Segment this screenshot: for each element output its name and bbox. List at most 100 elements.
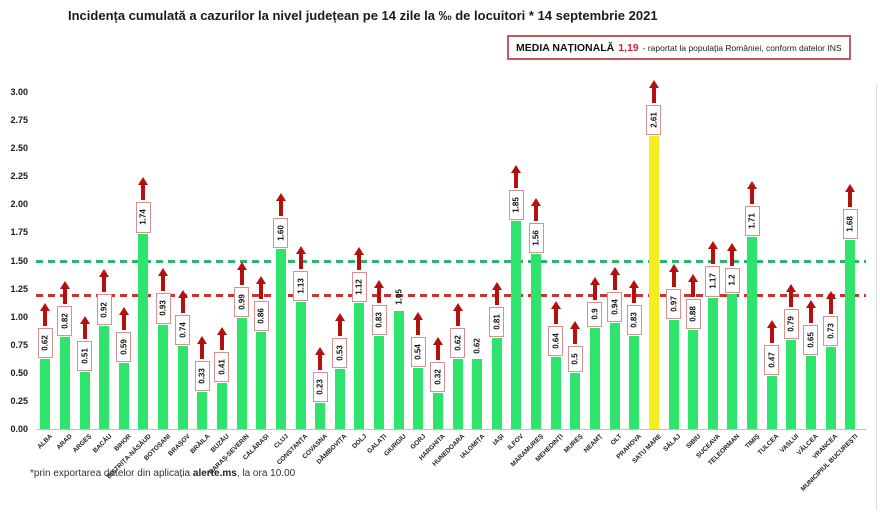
bar-value-box: 0.32 [430, 361, 446, 393]
bar-value-text: 1.68 [845, 216, 855, 232]
footnote-app-name: alerte.ms [192, 468, 237, 479]
up-arrow-icon [236, 261, 247, 285]
footnote-suffix: , la ora 10.00 [236, 468, 296, 479]
bar-value-box: 1.12 [351, 271, 367, 303]
up-arrow-icon [707, 241, 718, 265]
up-arrow-icon [688, 273, 699, 297]
bar-value-box: 0.5 [567, 346, 583, 372]
bar-value-text: 0.92 [99, 301, 109, 318]
bar [158, 324, 169, 429]
national-average-line [36, 294, 866, 298]
bar-value-text: 0.62 [40, 335, 50, 352]
bar-value-text: 0.82 [60, 312, 70, 329]
footnote: *prin exportarea datelor din aplicația a… [30, 468, 295, 479]
up-arrow-icon [550, 300, 561, 324]
bar [393, 311, 404, 429]
bar [413, 368, 424, 429]
bar-value-box: 2.61 [646, 104, 662, 135]
chart-title: Incidența cumulată a cazurilor la nivel … [68, 8, 658, 23]
bar-value-text: 0.51 [80, 347, 90, 364]
chart-right-border [876, 85, 877, 510]
bar-value-text: 0.9 [590, 308, 600, 320]
up-arrow-icon [786, 284, 797, 308]
x-axis-label: CLUJ [272, 433, 290, 450]
bar-value-text: 0.86 [256, 308, 266, 325]
bar [295, 302, 306, 429]
up-arrow-icon [531, 197, 542, 221]
bar-value-text: 1.2 [727, 274, 737, 287]
bar-value-text: 0.99 [237, 293, 247, 310]
national-average-legend: MEDIA NAȚIONALĂ 1,19 - raportat la popul… [507, 35, 851, 60]
y-axis-tick: 0.25 [10, 395, 28, 406]
bar-value-box: 0.94 [607, 292, 623, 323]
up-arrow-icon [315, 346, 326, 370]
bar [256, 332, 267, 429]
bar [216, 382, 227, 429]
y-axis-tick: 2.50 [10, 143, 28, 154]
bar-value-text: 0.41 [217, 359, 227, 375]
up-arrow-icon [648, 79, 659, 103]
bar [786, 340, 797, 429]
bar-value-text: 2.61 [649, 111, 659, 128]
up-arrow-icon [805, 299, 816, 323]
up-arrow-icon [275, 193, 286, 217]
legend-value: 1,19 [618, 41, 639, 54]
bar-value-text: 1.12 [354, 279, 364, 295]
bar [334, 369, 345, 429]
x-axis-label: MUREȘ [562, 433, 585, 455]
y-axis-tick: 1.75 [10, 227, 28, 238]
bar-value-box: 0.81 [489, 306, 505, 337]
bar [275, 249, 286, 429]
up-arrow-icon [197, 335, 208, 359]
bar-value-text: 0.81 [492, 314, 502, 330]
bar [727, 294, 738, 429]
bar-value-text: 0.23 [315, 379, 325, 395]
up-arrow-icon [374, 279, 385, 303]
up-arrow-icon [766, 320, 777, 343]
bar-value-label: 0.62 [471, 336, 483, 355]
up-arrow-icon [59, 280, 70, 304]
up-arrow-icon [511, 164, 522, 188]
bar [825, 346, 836, 429]
up-arrow-icon [589, 276, 600, 300]
bar [609, 323, 620, 429]
bar [432, 393, 443, 429]
bar-value-box: 0.23 [312, 371, 328, 403]
y-axis-tick: 2.25 [10, 171, 28, 182]
up-arrow-icon [99, 269, 110, 293]
bar-value-box: 0.9 [587, 301, 603, 327]
bar [177, 345, 188, 429]
bar [354, 303, 365, 429]
bar-value-box: 0.92 [96, 294, 112, 325]
bar [805, 355, 816, 429]
bar-value-text: 1.71 [747, 213, 757, 229]
bar-value-box: 0.74 [175, 314, 191, 345]
up-arrow-icon [138, 177, 149, 201]
bar-value-box: 0.47 [764, 345, 780, 376]
up-arrow-icon [825, 290, 836, 314]
up-arrow-icon [452, 303, 463, 327]
bar-value-text: 0.32 [433, 369, 443, 385]
up-arrow-icon [79, 315, 90, 339]
bar-value-text: 0.79 [786, 316, 796, 332]
bar-value-text: 0.47 [767, 352, 777, 368]
up-arrow-icon [629, 279, 640, 303]
bar-value-box: 0.93 [155, 293, 171, 324]
bar-value-box: 0.99 [234, 286, 250, 317]
bar-value-text: 0.65 [806, 332, 816, 348]
bar-value-text: 0.88 [688, 306, 698, 322]
bar [688, 330, 699, 429]
up-arrow-icon [609, 267, 620, 291]
bar-value-box: 1.74 [135, 202, 151, 233]
bar-value-text: 0.97 [669, 296, 678, 312]
bar-value-box: 1.60 [273, 218, 289, 249]
bar [374, 335, 385, 429]
bar [766, 376, 777, 429]
bar-value-text: 0.64 [551, 333, 561, 349]
up-arrow-icon [256, 276, 267, 300]
bar-value-box: 1.56 [528, 222, 544, 253]
bar [747, 236, 758, 429]
bar-value-text: 0.62 [472, 337, 482, 354]
x-axis-label: GORJ [409, 433, 428, 451]
